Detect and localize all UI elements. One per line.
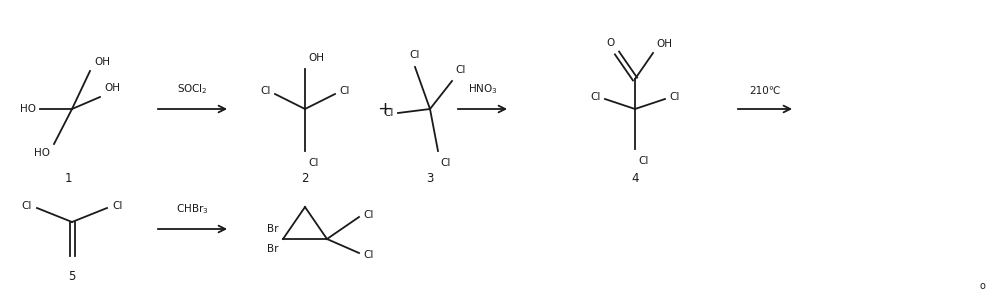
Text: Cl: Cl bbox=[363, 250, 373, 260]
Text: Cl: Cl bbox=[112, 201, 122, 211]
Text: SOCl$_2$: SOCl$_2$ bbox=[177, 82, 208, 96]
Text: 4: 4 bbox=[631, 173, 639, 186]
Text: Cl: Cl bbox=[22, 201, 32, 211]
Text: Cl: Cl bbox=[455, 65, 465, 75]
Text: 3: 3 bbox=[426, 173, 434, 186]
Text: Cl: Cl bbox=[308, 158, 318, 168]
Text: OH: OH bbox=[308, 53, 324, 63]
Text: O: O bbox=[607, 38, 615, 48]
Text: CHBr$_3$: CHBr$_3$ bbox=[176, 202, 209, 216]
Text: Cl: Cl bbox=[363, 210, 373, 220]
Text: o: o bbox=[979, 281, 985, 291]
Text: Cl: Cl bbox=[384, 108, 394, 118]
Text: Cl: Cl bbox=[410, 50, 420, 60]
Text: 5: 5 bbox=[68, 270, 76, 283]
Text: Cl: Cl bbox=[591, 92, 601, 102]
Text: Br: Br bbox=[266, 244, 278, 254]
Text: +: + bbox=[378, 100, 392, 118]
Text: HO: HO bbox=[20, 104, 36, 114]
Text: 1: 1 bbox=[64, 173, 72, 186]
Text: HO: HO bbox=[34, 148, 50, 158]
Text: 210℃: 210℃ bbox=[749, 86, 781, 96]
Text: 2: 2 bbox=[301, 173, 309, 186]
Text: HNO$_3$: HNO$_3$ bbox=[468, 82, 497, 96]
Text: Cl: Cl bbox=[669, 92, 679, 102]
Text: Br: Br bbox=[266, 224, 278, 234]
Text: OH: OH bbox=[656, 39, 672, 49]
Text: Cl: Cl bbox=[339, 86, 349, 96]
Text: Cl: Cl bbox=[638, 156, 648, 166]
Text: OH: OH bbox=[94, 57, 110, 67]
Text: Cl: Cl bbox=[261, 86, 271, 96]
Text: OH: OH bbox=[104, 83, 120, 93]
Text: Cl: Cl bbox=[440, 158, 450, 168]
